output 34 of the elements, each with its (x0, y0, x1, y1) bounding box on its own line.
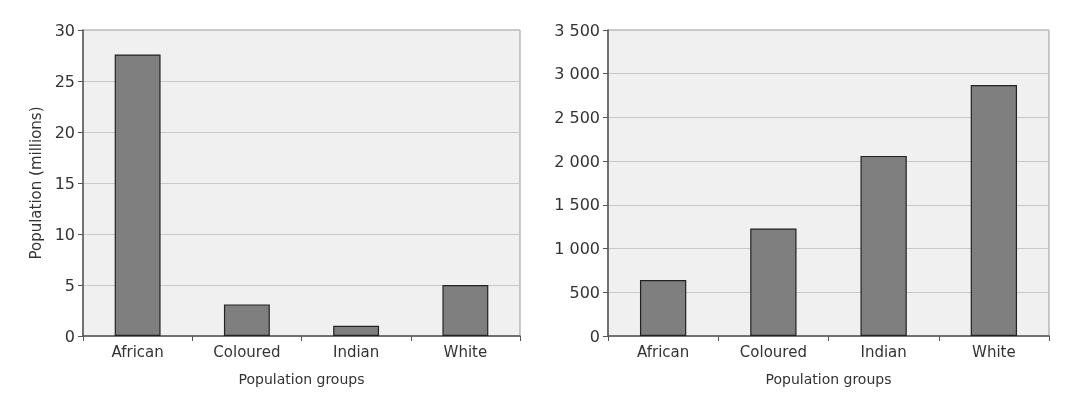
x-tick-label: Indian (860, 342, 907, 361)
x-tick-label: Coloured (739, 342, 807, 361)
bar (970, 85, 1018, 336)
y-tick-label: 20 (54, 122, 75, 142)
y-tick-label: 5 (64, 275, 75, 295)
bar (860, 155, 907, 336)
x-tick-label: White (972, 342, 1016, 361)
y-tick-label: 3 000 (554, 64, 600, 84)
x-tick-label: African (636, 342, 690, 361)
x-tick-label: Indian (332, 342, 380, 361)
x-axis-title: Population groups (238, 371, 365, 387)
y-tick-label: 15 (54, 173, 75, 193)
bar (333, 325, 380, 336)
y-tick-label: 2 000 (554, 151, 600, 171)
y-tick-label: 0 (64, 326, 75, 346)
y-tick-label: 0 (589, 326, 600, 346)
bar (223, 304, 270, 336)
x-tick-label: Coloured (213, 342, 281, 361)
bar (639, 280, 687, 336)
y-tick-label: 3 500 (554, 20, 600, 40)
y-axis-title: Population (millions) (27, 106, 46, 260)
x-tick-label: White (443, 342, 488, 361)
y-tick-label: 500 (569, 282, 600, 302)
x-axis-title: Population groups (765, 371, 892, 387)
y-tick-label: 1 500 (554, 195, 600, 215)
y-tick-label: 10 (54, 224, 75, 244)
y-tick-label: 25 (54, 71, 75, 91)
bar (750, 228, 797, 336)
y-tick-label: 2 500 (554, 107, 600, 127)
bar (442, 285, 489, 336)
x-tick-label: African (111, 342, 164, 361)
y-tick-label: 30 (54, 20, 75, 40)
y-tick-label: 1 000 (554, 239, 600, 259)
bar (114, 54, 161, 336)
